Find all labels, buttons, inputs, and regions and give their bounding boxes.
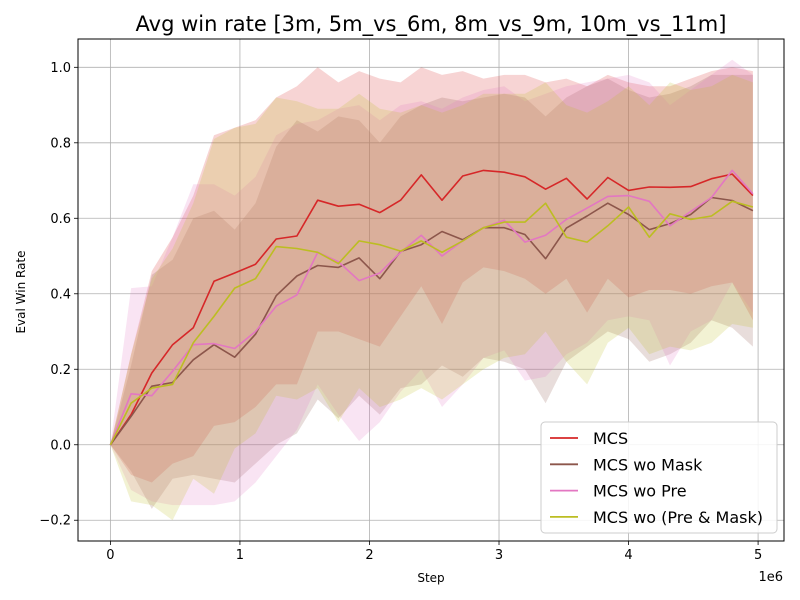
x-tick-label: 4 bbox=[624, 548, 632, 563]
legend-label-1: MCS wo Mask bbox=[593, 455, 703, 474]
legend-label-2: MCS wo Pre bbox=[593, 482, 687, 501]
legend: MCS MCS wo Mask MCS wo Pre MCS wo (Pre & Ma… bbox=[540, 421, 778, 534]
x-tick-label: 2 bbox=[365, 548, 373, 563]
series-line-0 bbox=[109, 169, 754, 446]
x-tick-label: 5 bbox=[754, 548, 762, 563]
confidence-band-series-3 bbox=[110, 74, 753, 521]
series-line-2 bbox=[109, 169, 754, 446]
y-tick-label: 0.6 bbox=[50, 212, 71, 227]
y-axis-ticks: −0.2 0.0 0.2 0.4 0.6 0.8 1.0 bbox=[39, 61, 78, 529]
x-axis-offset-label: 1e6 bbox=[758, 570, 783, 585]
confidence-band-series-0 bbox=[110, 67, 753, 483]
confidence-band-series-1 bbox=[110, 74, 753, 509]
y-tick-label: 1.0 bbox=[50, 61, 71, 76]
confidence-bands bbox=[110, 59, 753, 521]
series-line-1 bbox=[109, 196, 754, 446]
series-line-3 bbox=[109, 200, 754, 446]
y-tick-label: −0.2 bbox=[39, 514, 71, 529]
y-tick-label: 0.4 bbox=[50, 287, 71, 302]
y-axis-label: Eval Win Rate bbox=[14, 250, 28, 333]
x-tick-label: 3 bbox=[495, 548, 503, 563]
confidence-band-series-2 bbox=[110, 59, 753, 506]
legend-box bbox=[540, 421, 778, 534]
chart-title: Avg win rate [3m, 5m_vs_6m, 8m_vs_9m, 10… bbox=[136, 12, 727, 37]
plot-area bbox=[77, 38, 785, 542]
y-tick-label: 0.8 bbox=[50, 136, 71, 151]
x-axis-label: Step bbox=[417, 571, 444, 585]
series-lines bbox=[109, 169, 754, 446]
x-tick-label: 0 bbox=[106, 548, 114, 563]
y-tick-label: 0.0 bbox=[50, 438, 71, 453]
x-axis-ticks: 0 1 2 3 4 5 bbox=[106, 541, 762, 563]
legend-label-3: MCS wo (Pre & Mask) bbox=[593, 508, 763, 527]
y-tick-label: 0.2 bbox=[50, 363, 71, 378]
x-tick-label: 1 bbox=[236, 548, 244, 563]
legend-label-0: MCS bbox=[593, 429, 628, 448]
axes-frame bbox=[77, 38, 785, 542]
